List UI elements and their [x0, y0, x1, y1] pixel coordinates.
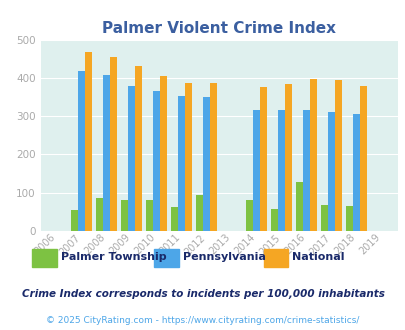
Bar — [171, 207, 178, 231]
Bar — [185, 83, 192, 231]
Bar — [327, 112, 335, 231]
Bar — [210, 83, 217, 231]
Bar — [110, 57, 117, 231]
Bar — [352, 114, 359, 231]
Bar — [345, 206, 352, 231]
Bar — [153, 91, 160, 231]
Bar — [96, 198, 103, 231]
Bar — [203, 97, 210, 231]
Bar — [303, 111, 309, 231]
FancyBboxPatch shape — [263, 249, 288, 267]
Bar — [71, 210, 78, 231]
Title: Palmer Violent Crime Index: Palmer Violent Crime Index — [102, 21, 335, 36]
Bar — [335, 80, 341, 231]
Text: Palmer Township: Palmer Township — [61, 252, 166, 262]
Bar — [121, 200, 128, 231]
Bar — [146, 200, 153, 231]
Bar — [128, 85, 135, 231]
Bar — [253, 111, 260, 231]
Bar — [245, 200, 253, 231]
Bar — [271, 209, 277, 231]
Bar — [284, 84, 292, 231]
Bar — [196, 195, 203, 231]
Bar — [178, 96, 185, 231]
Bar — [296, 182, 303, 231]
Bar — [309, 79, 316, 231]
Bar — [320, 205, 327, 231]
Text: National: National — [292, 252, 344, 262]
Bar — [160, 76, 167, 231]
Bar — [135, 66, 142, 231]
Bar — [103, 75, 110, 231]
Text: © 2025 CityRating.com - https://www.cityrating.com/crime-statistics/: © 2025 CityRating.com - https://www.city… — [46, 316, 359, 325]
Text: Crime Index corresponds to incidents per 100,000 inhabitants: Crime Index corresponds to incidents per… — [21, 289, 384, 299]
Bar — [277, 111, 284, 231]
FancyBboxPatch shape — [32, 249, 57, 267]
Bar — [359, 85, 366, 231]
Bar — [85, 52, 92, 231]
FancyBboxPatch shape — [154, 249, 178, 267]
Bar — [78, 71, 85, 231]
Text: Pennsylvania: Pennsylvania — [182, 252, 265, 262]
Bar — [260, 87, 266, 231]
